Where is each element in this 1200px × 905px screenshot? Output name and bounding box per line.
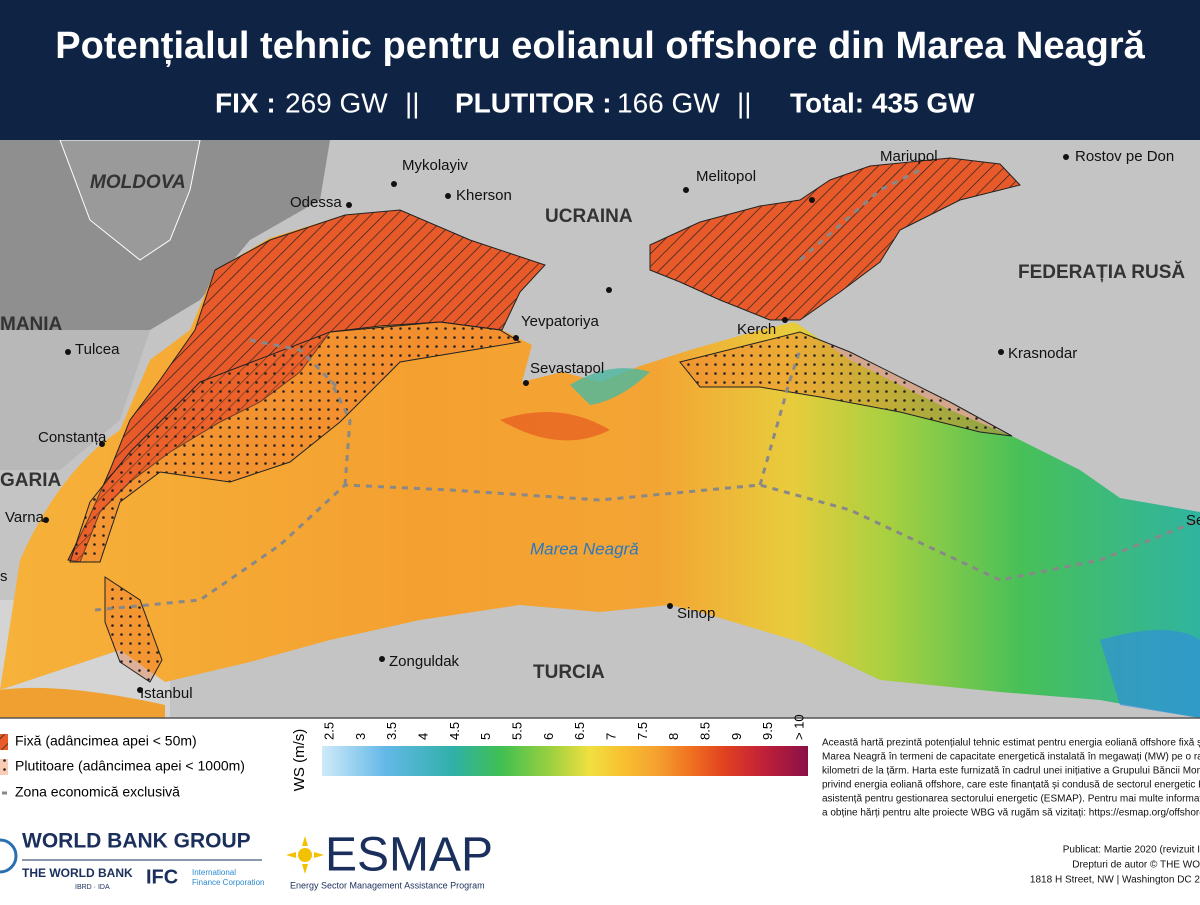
publication-line: 1818 H Street, NW | Washington DC 2: [1030, 875, 1200, 886]
fixed-zone: [649, 157, 1021, 321]
description-line: Marea Neagră în termeni de capacitate en…: [822, 752, 1200, 763]
romania-bulgaria: [0, 330, 150, 470]
floating-zone: [69, 321, 522, 563]
city-label: Sinop: [677, 605, 715, 622]
scale-title: WS (m/s): [291, 729, 308, 791]
city-label: Mariupol: [880, 148, 938, 165]
legend-swatch: [0, 734, 8, 750]
wind-hotspot: [500, 412, 610, 441]
scale-tick-label: 6: [541, 733, 556, 740]
map: MOLDOVA Mykolayiv Kherson Odessa Melitop…: [0, 140, 1200, 718]
city-label: Tulcea: [75, 341, 120, 358]
legend-label: Fixă (adâncimea apei < 50m): [15, 733, 197, 749]
description-line: privind energia eoliană offshore, care e…: [822, 780, 1200, 791]
scale-tick-label: 8: [666, 733, 681, 740]
city-label: s: [0, 568, 8, 585]
fix-label: FIX :: [215, 87, 276, 118]
moldova: [59, 140, 201, 261]
city-label: Rostov pe Don: [1075, 148, 1174, 165]
city-label: Kerch: [737, 321, 776, 338]
city-label: Constanța: [38, 429, 107, 446]
float-label: PLUTITOR :: [455, 87, 612, 118]
fix-value: 269 GW: [285, 87, 388, 118]
ibrd-logo: IBRD · IDA: [75, 884, 110, 891]
scale-tick-label: > 10: [791, 714, 806, 740]
header-band: [0, 0, 1200, 140]
publication: Publicat: Martie 2020 (revizuit I Dreptur…: [1030, 845, 1200, 886]
color-scale: [322, 746, 808, 776]
ifc-text: International: [192, 868, 236, 877]
scale-tick-label: 3.5: [384, 722, 399, 740]
wbg-globe: [0, 838, 18, 874]
wb-logo: THE WORLD BANK: [22, 866, 133, 880]
aegean-sea: [0, 687, 165, 718]
scale-ticks: 2.5 3 3.5 4 4.5 5 5.5 6 6.5 7 7.5 8 8.5 9 9.5 > 10: [321, 714, 806, 740]
scale-tick-label: 7.5: [635, 722, 650, 740]
subtitle: FIX : 269 GW || PLUTITOR : 166 GW || Tot…: [215, 87, 975, 118]
wind-lowspot: [570, 368, 650, 405]
total: Total: 435 GW: [790, 87, 975, 118]
scale-tick-label: 2.5: [321, 722, 336, 740]
city-label: Istanbul: [140, 685, 193, 702]
wbg-logo: WORLD BANK GROUP: [22, 830, 251, 853]
publication-line: Drepturi de autor © THE WO: [1072, 860, 1200, 871]
scale-tick-label: 8.5: [697, 722, 712, 740]
scale-tick-label: 5: [478, 733, 493, 740]
country-label: MOLDOVA: [90, 172, 186, 193]
wind-lowspot: [1100, 630, 1200, 718]
description-line: Această hartă prezintă potențialul tehni…: [822, 738, 1200, 749]
scale-tick-label: 4.5: [447, 722, 462, 740]
esmap-sun: [286, 836, 324, 874]
scale-tick-label: 4: [415, 733, 430, 740]
city-label: Mykolayiv: [402, 157, 468, 174]
country-label: TURCIA: [533, 662, 605, 683]
eez-boundaries: [94, 168, 1200, 612]
city-label: Melitopol: [696, 168, 756, 185]
legend-label: Zona economică exclusivă: [15, 784, 180, 800]
separator: ||: [405, 87, 420, 118]
floating-zone: [104, 576, 163, 683]
country-label: GARIA: [0, 470, 62, 491]
country-label: FEDERAȚIA RUSĂ: [1018, 261, 1185, 283]
ifc-text: Finance Corporation: [192, 878, 264, 887]
esmap-subtitle: Energy Sector Management Assistance Prog…: [290, 880, 485, 890]
city-label: Varna: [5, 509, 45, 526]
description-line: a obține hărți pentru alte proiecte WBG …: [822, 808, 1200, 819]
scale-tick-label: 6.5: [572, 722, 587, 740]
description-line: kilometri de la țărm. Harta este furniza…: [822, 766, 1200, 777]
float-value: 166 GW: [617, 87, 720, 118]
esmap-logo: ESMAP: [325, 829, 493, 882]
scale-tick-label: 7: [603, 733, 618, 740]
city-label: Yevpatoriya: [521, 313, 599, 330]
scale-tick-label: 9.5: [760, 722, 775, 740]
city-dots: [43, 154, 1069, 693]
scale-tick-label: 9: [729, 733, 744, 740]
legend: Fixă (adâncimea apei < 50m) Plutitoare (…: [0, 714, 808, 800]
city-label: Zonguldak: [389, 653, 460, 670]
legend-swatch: [0, 759, 8, 775]
description-line: asistență pentru gestionarea sectorului …: [822, 794, 1200, 805]
country-label: UCRAINA: [545, 206, 633, 227]
logos: WORLD BANK GROUP THE WORLD BANK IBRD · I…: [0, 829, 493, 891]
sea-label: Marea Neagră: [530, 539, 639, 558]
city-label: Krasnodar: [1008, 345, 1077, 362]
floating-zone: [679, 331, 1013, 437]
legend-label: Plutitoare (adâncimea apei < 1000m): [15, 758, 245, 774]
description: Această hartă prezintă potențialul tehni…: [822, 738, 1200, 819]
city-label: Se: [1186, 512, 1200, 529]
scale-tick-label: 3: [353, 733, 368, 740]
separator: ||: [737, 87, 752, 118]
country-label: MANIA: [0, 314, 63, 335]
city-label: Kherson: [456, 187, 512, 204]
publication-line: Publicat: Martie 2020 (revizuit I: [1063, 845, 1200, 856]
city-label: Sevastapol: [530, 360, 604, 377]
city-label: Odessa: [290, 194, 342, 211]
scale-tick-label: 5.5: [509, 722, 524, 740]
ifc-logo: IFC: [146, 866, 178, 888]
title: Potențialul tehnic pentru eolianul offsh…: [55, 25, 1145, 67]
